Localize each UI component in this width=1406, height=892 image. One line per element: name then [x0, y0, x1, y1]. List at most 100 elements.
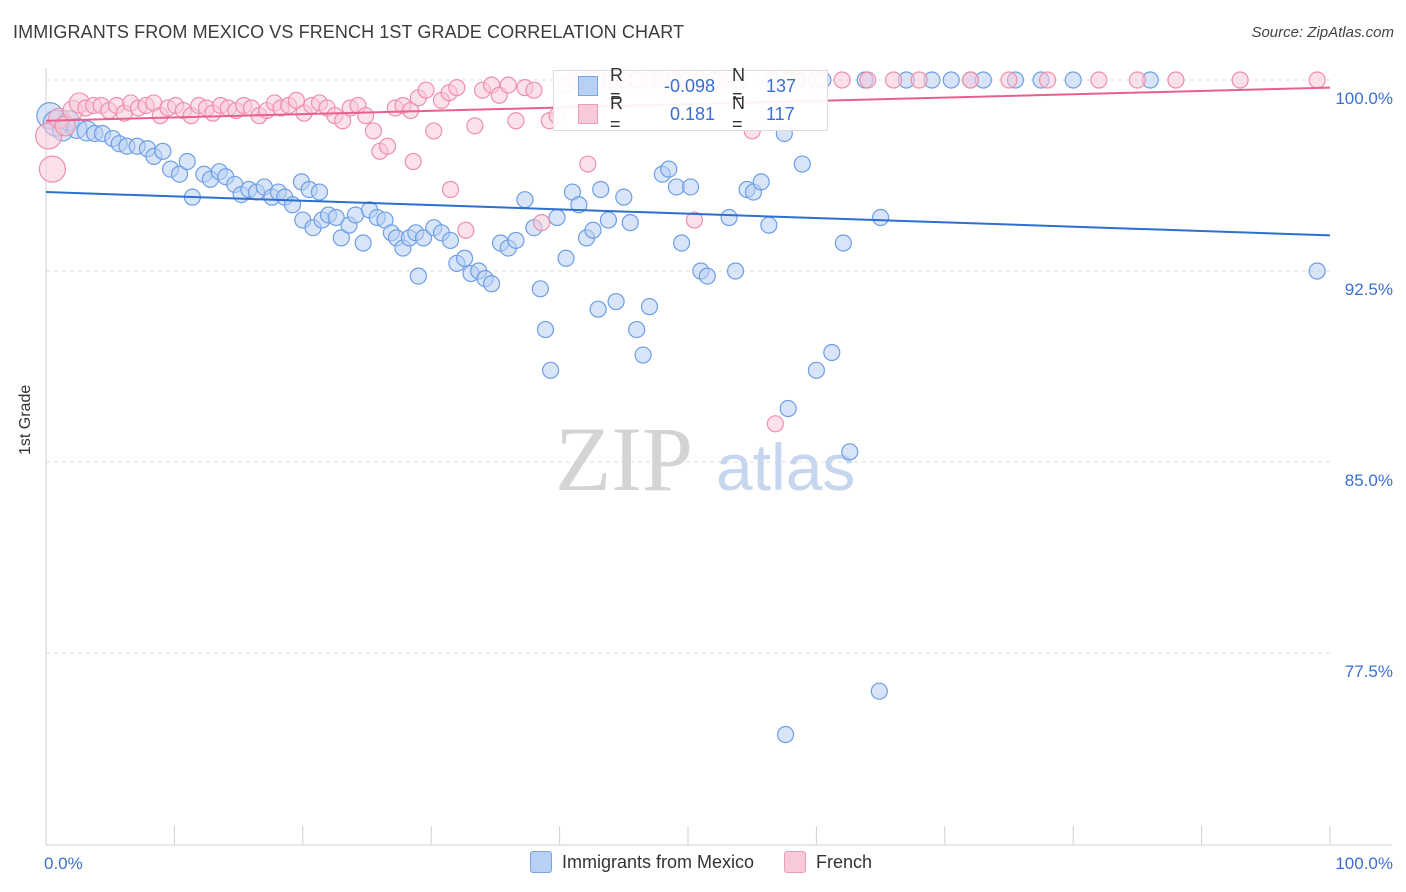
- data-point: [726, 262, 745, 280]
- x-tick-label: 0.0%: [44, 854, 83, 873]
- data-point: [448, 79, 466, 97]
- data-point: [871, 208, 890, 227]
- data-point: [525, 81, 543, 99]
- data-point: [1000, 71, 1018, 89]
- data-point: [1064, 71, 1082, 89]
- watermark: ZIP atlas: [555, 408, 855, 510]
- data-point: [455, 249, 474, 267]
- data-point: [823, 343, 841, 362]
- data-point: [793, 155, 811, 173]
- data-point: [807, 361, 826, 379]
- data-point: [776, 725, 795, 744]
- data-point: [357, 107, 375, 125]
- stats-box: R = -0.098 N = 137 R = 0.181 N = 117: [553, 65, 828, 134]
- legend-item-french[interactable]: French: [784, 851, 872, 873]
- chart-title: IMMIGRANTS FROM MEXICO VS FRENCH 1ST GRA…: [13, 22, 685, 42]
- r-label: R =: [610, 65, 623, 106]
- gridlines: [46, 79, 1330, 654]
- data-point: [499, 76, 517, 94]
- data-point: [833, 71, 851, 89]
- data-point: [404, 152, 422, 171]
- data-point: [870, 682, 888, 700]
- y-tick-label: 85.0%: [1345, 471, 1393, 490]
- data-point: [536, 320, 555, 339]
- data-point: [409, 267, 427, 285]
- data-point: [589, 300, 607, 318]
- data-point: [557, 249, 575, 267]
- legend-swatch-pink: [784, 851, 807, 873]
- data-point: [516, 191, 534, 209]
- data-point: [38, 155, 67, 183]
- data-point: [542, 361, 560, 379]
- n-value: 137: [766, 75, 797, 96]
- axes: [45, 68, 1392, 846]
- data-point: [779, 399, 797, 418]
- n-label: N =: [732, 93, 745, 134]
- data-point: [1167, 71, 1185, 89]
- data-point: [548, 208, 566, 227]
- data-point: [640, 298, 659, 316]
- data-point: [607, 292, 625, 311]
- data-point: [1308, 71, 1326, 89]
- data-point: [859, 71, 877, 89]
- data-point: [961, 71, 980, 89]
- y-tick-label: 100.0%: [1335, 89, 1393, 108]
- blue-swatch: [578, 76, 598, 96]
- data-point: [760, 216, 778, 234]
- data-point: [720, 208, 738, 227]
- data-point: [327, 208, 345, 227]
- data-point: [154, 142, 172, 160]
- data-point: [615, 188, 633, 206]
- legend: Immigrants from Mexico French: [530, 851, 872, 873]
- source-credit: Source: ZipAtlas.com: [1251, 24, 1394, 41]
- n-value: 117: [766, 103, 795, 124]
- legend-label: Immigrants from Mexico: [562, 851, 755, 872]
- data-point: [584, 221, 602, 239]
- x-tick-label: 100.0%: [1335, 854, 1393, 873]
- data-point: [672, 234, 691, 252]
- legend-item-immigrants-from-mexico[interactable]: Immigrants from Mexico: [530, 851, 754, 873]
- r-label: R =: [610, 93, 623, 134]
- legend-label: French: [816, 851, 873, 872]
- data-point: [942, 71, 960, 89]
- watermark-atlas: atlas: [716, 430, 855, 504]
- data-point: [766, 415, 784, 433]
- data-point: [507, 112, 525, 130]
- data-point: [884, 71, 903, 89]
- data-point: [634, 346, 652, 364]
- data-point: [414, 229, 433, 247]
- x-tick-labels: 0.0% 100.0%: [44, 854, 1393, 873]
- watermark-zip: ZIP: [555, 408, 693, 510]
- data-point: [310, 183, 329, 201]
- data-point: [354, 234, 372, 252]
- data-point: [378, 137, 397, 155]
- data-point: [417, 81, 435, 99]
- pink-swatch: [578, 104, 598, 124]
- data-point: [441, 231, 460, 250]
- data-point: [1128, 71, 1147, 89]
- data-point: [466, 117, 484, 135]
- data-point: [332, 229, 350, 247]
- data-point: [698, 267, 716, 285]
- data-point: [1090, 71, 1108, 89]
- data-point: [364, 122, 383, 140]
- data-point: [579, 155, 597, 173]
- data-point: [1308, 262, 1326, 280]
- n-label: N =: [732, 65, 745, 106]
- data-point: [910, 71, 928, 89]
- data-point: [457, 221, 475, 239]
- data-point: [287, 91, 305, 109]
- data-point: [570, 196, 588, 214]
- y-tick-label: 77.5%: [1345, 662, 1393, 681]
- data-point: [482, 275, 501, 293]
- data-point: [441, 180, 460, 199]
- legend-swatch-blue: [530, 851, 552, 873]
- data-point: [1038, 71, 1057, 89]
- data-point: [599, 211, 617, 229]
- data-point: [752, 173, 770, 191]
- data-point: [685, 211, 704, 229]
- data-point: [621, 214, 639, 232]
- data-point: [425, 122, 443, 140]
- r-value: 0.181: [669, 103, 715, 124]
